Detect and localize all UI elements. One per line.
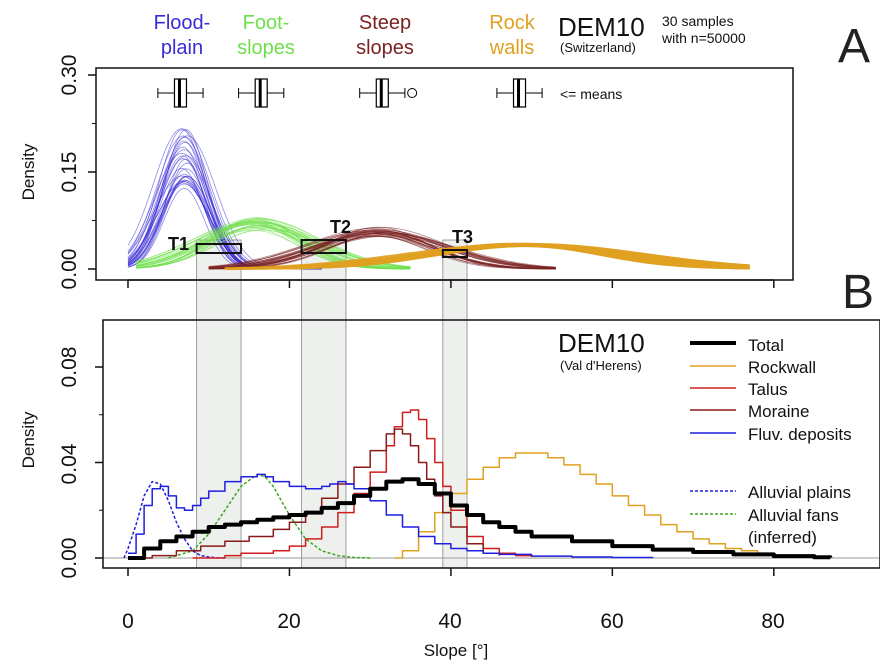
y-axis-title-b: Density xyxy=(19,411,38,468)
threshold-band-1 xyxy=(196,239,242,569)
panel-a-letter: A xyxy=(838,20,870,73)
threshold-label-t3: T3 xyxy=(452,227,473,247)
x-tick-80: 80 xyxy=(761,610,784,633)
threshold-box-t3 xyxy=(441,249,469,258)
series-line-total xyxy=(128,477,833,560)
means-boxplot-steep-slopes-outlier xyxy=(407,88,418,98)
x-tick-60: 60 xyxy=(600,610,623,633)
density-curve-steep-slopes-29 xyxy=(208,233,556,270)
class-label-rock-1: Rock xyxy=(489,12,536,34)
dem-label-b: DEM10 xyxy=(558,328,645,358)
panel-a-means-boxplots xyxy=(157,78,543,108)
legend-label-alluvial-fans: Alluvial fans xyxy=(748,506,839,525)
threshold-label-t2: T2 xyxy=(330,217,351,237)
class-label-steep-1: Steep xyxy=(359,12,411,34)
density-curve-steep-slopes-30 xyxy=(208,230,556,268)
series-line-alluvial-plains xyxy=(123,480,225,559)
legend: Total Rockwall Talus Moraine Fluv. depos… xyxy=(690,336,852,547)
x-tick-0: 0 xyxy=(122,610,134,633)
y-tick-b-0: 0.00 xyxy=(58,538,81,579)
dem-label-a: DEM10 xyxy=(558,12,645,42)
y-tick-b-2: 0.08 xyxy=(58,347,81,388)
threshold-label-t1: T1 xyxy=(168,234,189,254)
y-tick-a-1: 0.15 xyxy=(58,152,81,193)
series-line-rockwall xyxy=(394,452,832,559)
region-label-b: (Val d'Herens) xyxy=(560,358,642,373)
panel-b-curves xyxy=(103,409,880,560)
series-line-moraine xyxy=(128,428,501,559)
panel-a-curves xyxy=(127,128,750,270)
legend-label-total: Total xyxy=(748,336,784,355)
region-label-a: (Switzerland) xyxy=(560,40,636,55)
means-label: <= means xyxy=(560,86,622,102)
x-tick-20: 20 xyxy=(277,610,300,633)
x-tick-40: 40 xyxy=(438,610,461,633)
density-curve-foot-slopes-8 xyxy=(136,229,411,270)
density-curve-rock-walls-30 xyxy=(224,244,750,270)
class-label-footslopes-1: Foot- xyxy=(243,12,290,34)
series-line-alluvial-fans xyxy=(168,473,371,559)
legend-label-fluv: Fluv. deposits xyxy=(748,425,852,444)
class-label-floodplain-1: Flood- xyxy=(154,12,211,34)
density-curve-foot-slopes-22 xyxy=(136,222,411,270)
panel-a: A Flood- plain Foot- slopes Steep slopes… xyxy=(19,12,870,289)
y-axis-title-a: Density xyxy=(19,143,38,200)
density-curve-steep-slopes-28 xyxy=(208,226,556,269)
panel-a-threshold-boxes: T1 T2 T3 xyxy=(168,217,473,258)
threshold-band-2 xyxy=(301,239,347,569)
density-curve-rock-walls-29 xyxy=(224,245,750,270)
legend-label-inferred: (inferred) xyxy=(748,528,817,547)
threshold-band-3 xyxy=(442,239,468,569)
y-tick-a-0: 0.00 xyxy=(58,249,81,290)
class-label-floodplain-2: plain xyxy=(161,37,203,59)
density-curve-steep-slopes-21 xyxy=(208,227,556,269)
panel-b-axes xyxy=(95,319,880,576)
class-label-rock-2: walls xyxy=(489,37,534,59)
threshold-box-t2 xyxy=(300,239,347,254)
panel-a-axes xyxy=(88,67,794,288)
panel-b-frame xyxy=(102,319,880,569)
y-tick-a-2: 0.30 xyxy=(58,55,81,96)
class-label-footslopes-2: slopes xyxy=(237,37,295,59)
y-tick-b-1: 0.04 xyxy=(58,443,81,484)
panel-b: B DEM10 (Val d'Herens) Density 0.00 0.04… xyxy=(19,266,880,660)
samples-label-2: with n=50000 xyxy=(661,30,746,46)
legend-label-rockwall: Rockwall xyxy=(748,358,816,377)
series-line-talus xyxy=(192,409,533,559)
legend-label-alluvial-plains: Alluvial plains xyxy=(748,483,851,502)
panel-b-letter: B xyxy=(842,266,874,319)
class-label-steep-2: slopes xyxy=(356,37,414,59)
samples-label-1: 30 samples xyxy=(662,13,734,29)
series-line-fluv-deposits xyxy=(128,473,654,559)
density-curve-steep-slopes-27 xyxy=(208,235,556,270)
legend-label-talus: Talus xyxy=(748,380,788,399)
legend-label-moraine: Moraine xyxy=(748,402,809,421)
threshold-bands xyxy=(196,239,468,569)
threshold-box-t1 xyxy=(195,243,243,254)
x-axis-title: Slope [°] xyxy=(424,641,488,660)
